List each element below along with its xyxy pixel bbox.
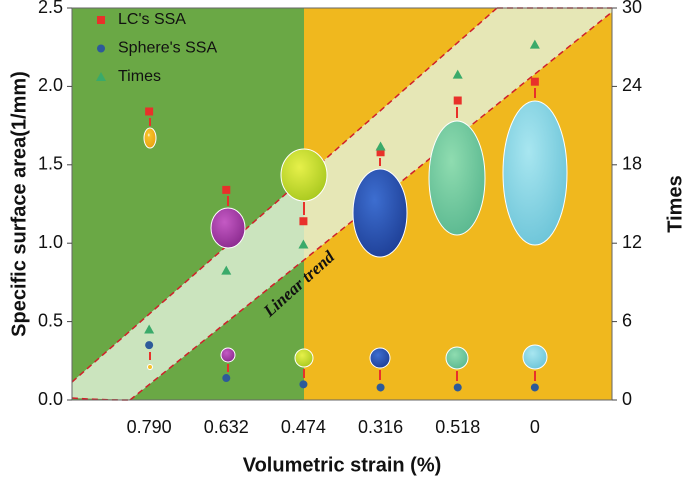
marker-triangle bbox=[375, 141, 386, 151]
y2-tick-label: 24 bbox=[622, 75, 642, 95]
y-tick-label: 2.5 bbox=[38, 0, 63, 17]
arrows bbox=[149, 88, 536, 381]
legend-marker bbox=[97, 16, 105, 24]
marker-square bbox=[299, 217, 308, 226]
legend-label: LC's SSA bbox=[118, 11, 186, 28]
marker-square bbox=[145, 107, 154, 116]
y2-tick-label: 18 bbox=[622, 154, 642, 174]
y-tick-label: 2.0 bbox=[38, 75, 63, 95]
trend-band bbox=[72, 8, 612, 400]
y-axis-title: Specific surface area(1/mm) bbox=[8, 71, 30, 337]
marker-circle bbox=[530, 383, 539, 392]
x-tick-label: 0.632 bbox=[204, 417, 249, 437]
marker-triangle bbox=[298, 239, 309, 249]
marker-circle bbox=[222, 374, 231, 383]
marker-circle bbox=[453, 383, 462, 392]
marker-triangle bbox=[144, 324, 155, 334]
marker-square bbox=[453, 96, 462, 105]
y-tick-label: 1.5 bbox=[38, 154, 63, 174]
x-tick-label: 0 bbox=[530, 417, 540, 437]
marker-circle bbox=[299, 380, 308, 389]
plot-frame bbox=[71, 7, 613, 401]
y-tick-label: 0.0 bbox=[38, 389, 63, 409]
y2-tick-label: 30 bbox=[622, 0, 642, 17]
y2-tick-label: 6 bbox=[622, 310, 632, 330]
y2-axis-title: Times bbox=[664, 175, 685, 232]
marker-square bbox=[222, 185, 231, 194]
y-tick-label: 0.5 bbox=[38, 310, 63, 330]
particles bbox=[143, 100, 568, 370]
marker-triangle bbox=[452, 69, 463, 79]
legend-marker bbox=[96, 72, 106, 81]
legend-label: Sphere's SSA bbox=[118, 40, 217, 57]
y2-tick-label: 0 bbox=[622, 389, 632, 409]
legend-label: Times bbox=[118, 68, 161, 85]
x-tick-label: 0.316 bbox=[358, 417, 403, 437]
x-tick-label: 0.474 bbox=[281, 417, 326, 437]
y2-tick-label: 12 bbox=[622, 232, 642, 252]
y-tick-label: 1.0 bbox=[38, 232, 63, 252]
marker-square bbox=[376, 148, 385, 157]
marker-square bbox=[530, 77, 539, 86]
marker-circle bbox=[376, 383, 385, 392]
x-axis-title: Volumetric strain (%) bbox=[243, 454, 442, 476]
x-tick-label: 0.518 bbox=[435, 417, 480, 437]
legend-marker bbox=[97, 44, 105, 53]
marker-triangle bbox=[529, 39, 540, 49]
marker-triangle bbox=[221, 265, 232, 275]
marker-circle bbox=[145, 341, 154, 350]
x-tick-label: 0.790 bbox=[127, 417, 172, 437]
